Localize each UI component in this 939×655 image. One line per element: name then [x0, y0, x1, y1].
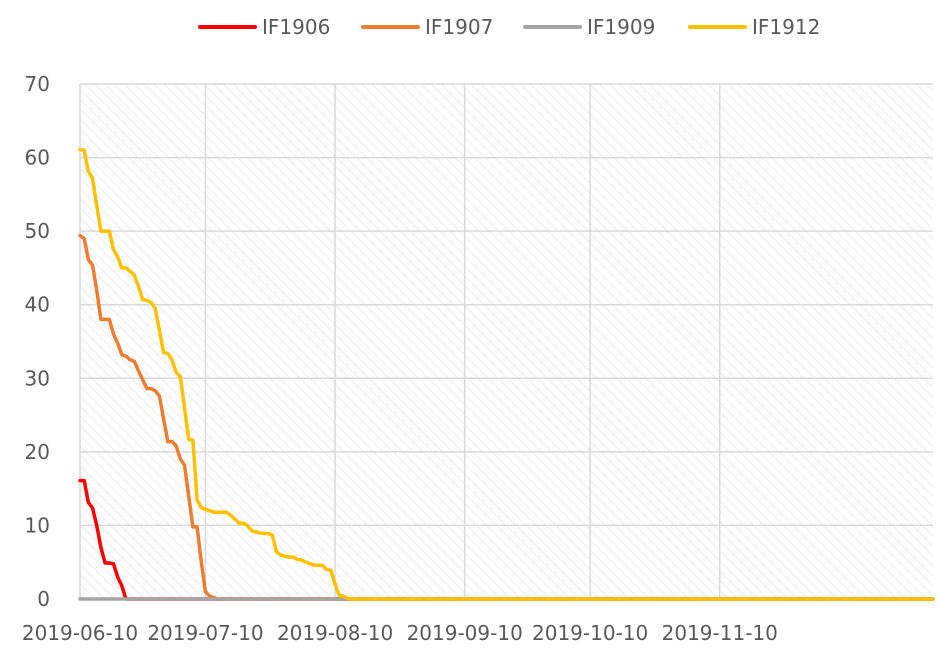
- x-axis: 2019-06-10 2019-07-10 2019-08-10 2019-09-10…: [22, 621, 778, 645]
- y-tick-label: 60: [25, 146, 50, 170]
- y-tick-label: 70: [25, 72, 50, 96]
- legend-item-if1909: IF1909: [523, 15, 655, 39]
- legend: IF1906 IF1907 IF1909 IF1912: [198, 15, 820, 39]
- y-tick-label: 10: [25, 513, 50, 537]
- x-tick-label: 2019-11-10: [662, 621, 778, 645]
- legend-label: IF1912: [752, 15, 820, 39]
- x-tick-label: 2019-08-10: [277, 621, 393, 645]
- y-tick-label: 0: [37, 587, 50, 611]
- x-tick-label: 2019-10-10: [532, 621, 648, 645]
- legend-item-if1906: IF1906: [198, 15, 330, 39]
- y-tick-label: 20: [25, 440, 50, 464]
- y-tick-label: 40: [25, 293, 50, 317]
- legend-item-if1912: IF1912: [688, 15, 820, 39]
- x-tick-label: 2019-09-10: [407, 621, 523, 645]
- y-tick-label: 30: [25, 366, 50, 390]
- series-line-if1912: [78, 147, 935, 601]
- series-lines: [78, 147, 935, 601]
- legend-item-if1907: IF1907: [361, 15, 493, 39]
- y-axis: 0 10 20 30 40 50 60 70: [25, 72, 50, 611]
- x-tick-label: 2019-06-10: [22, 621, 138, 645]
- x-tick-label: 2019-07-10: [147, 621, 263, 645]
- plot-area: [80, 84, 933, 599]
- legend-label: IF1909: [587, 15, 655, 39]
- legend-label: IF1906: [262, 15, 330, 39]
- y-tick-label: 50: [25, 219, 50, 243]
- legend-label: IF1907: [425, 15, 493, 39]
- series-line-if1906: [78, 478, 935, 601]
- series-line-if1907: [78, 233, 935, 601]
